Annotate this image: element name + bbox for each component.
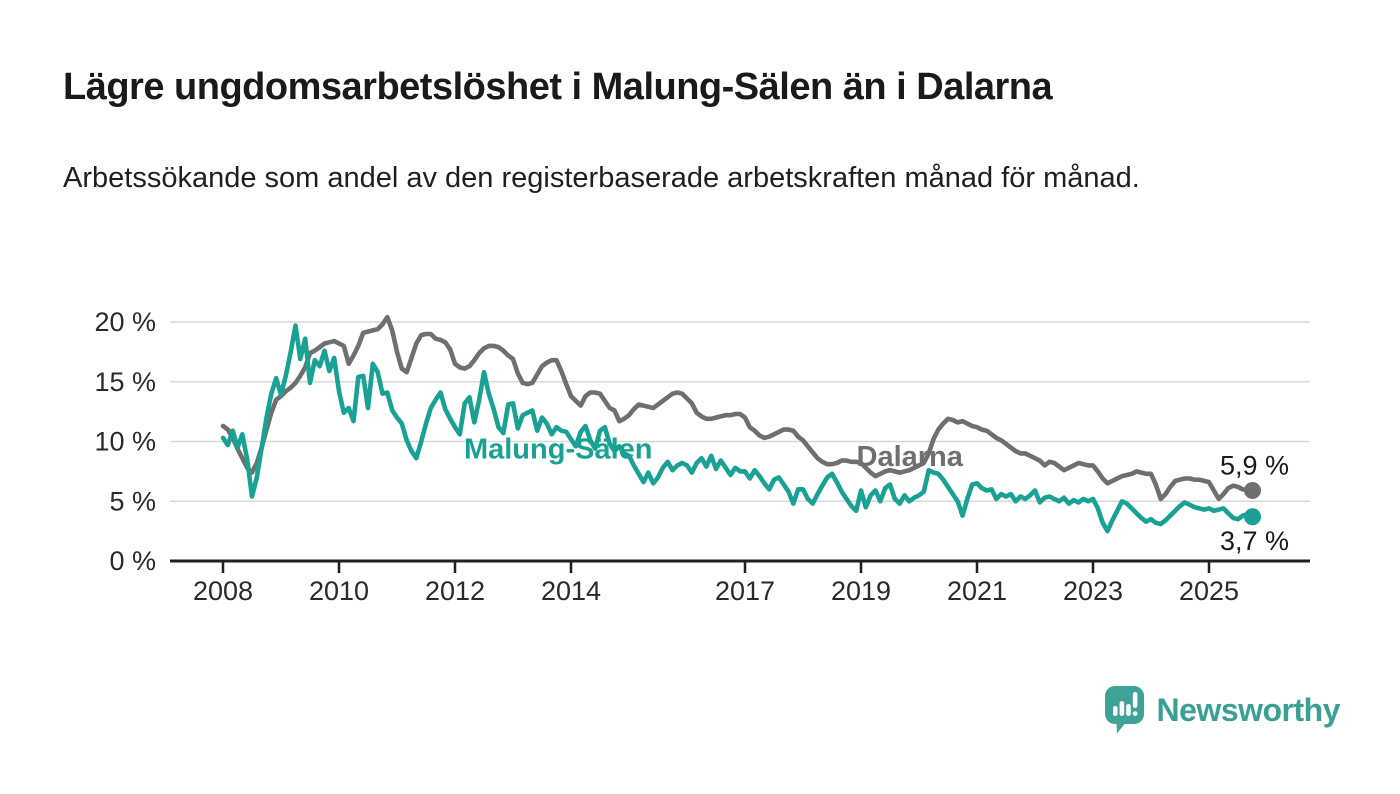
x-tick-label-2021: 2021: [947, 576, 1007, 606]
y-tick-label-10: 10 %: [94, 427, 156, 457]
x-tick-label-2025: 2025: [1179, 576, 1239, 606]
series-label-dalarna: Dalarna: [857, 441, 964, 473]
brand-name: Newsworthy: [1156, 691, 1341, 728]
bar-2: [1119, 701, 1124, 716]
malung-s-len-end-dot: [1244, 508, 1261, 526]
exclamation-bar: [1132, 692, 1137, 708]
x-tick-label-2008: 2008: [193, 576, 253, 606]
dalarna-end-value-label: 5,9 %: [1220, 450, 1289, 480]
x-tick-label-2019: 2019: [831, 576, 891, 606]
dalarna-line: [220, 314, 1255, 502]
malung-s-len-end-value-label: 3,7 %: [1220, 526, 1289, 556]
x-tick-label-2017: 2017: [715, 576, 775, 606]
x-tick-label-2014: 2014: [541, 576, 601, 606]
pin-bubble-shape: [1104, 686, 1144, 734]
y-tick-label-15: 15 %: [94, 367, 156, 397]
series-label-malung-s-len: Malung-Sälen: [464, 434, 653, 466]
bar-1: [1112, 706, 1118, 716]
y-tick-label-0: 0 %: [109, 546, 156, 576]
y-tick-label-5: 5 %: [109, 486, 156, 516]
x-tick-label-2012: 2012: [425, 576, 485, 606]
x-tick-label-2010: 2010: [309, 576, 369, 606]
chart-subtitle: Arbetssökande som andel av den registerb…: [63, 162, 1140, 194]
page-title: Lägre ungdomsarbetslöshet i Malung-Sälen…: [63, 66, 1053, 108]
x-tick-label-2023: 2023: [1063, 576, 1123, 606]
malung-s-len-line: [220, 323, 1255, 534]
y-tick-label-20: 20 %: [94, 307, 156, 337]
dalarna-end-dot: [1244, 481, 1261, 499]
exclamation-dot: [1132, 711, 1138, 716]
bar-3: [1125, 704, 1131, 716]
newsworthy-logo: Newsworthy: [1104, 684, 1341, 736]
newsworthy-pin-icon: [1104, 686, 1144, 734]
